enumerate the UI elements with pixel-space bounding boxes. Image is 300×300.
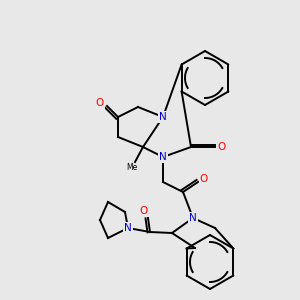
Text: O: O bbox=[96, 98, 104, 108]
Text: N: N bbox=[189, 213, 197, 223]
Text: O: O bbox=[139, 206, 147, 216]
Text: Me: Me bbox=[126, 163, 138, 172]
Text: N: N bbox=[159, 152, 167, 162]
Text: O: O bbox=[217, 142, 225, 152]
Text: O: O bbox=[200, 174, 208, 184]
Text: N: N bbox=[159, 112, 167, 122]
Text: N: N bbox=[124, 223, 132, 233]
